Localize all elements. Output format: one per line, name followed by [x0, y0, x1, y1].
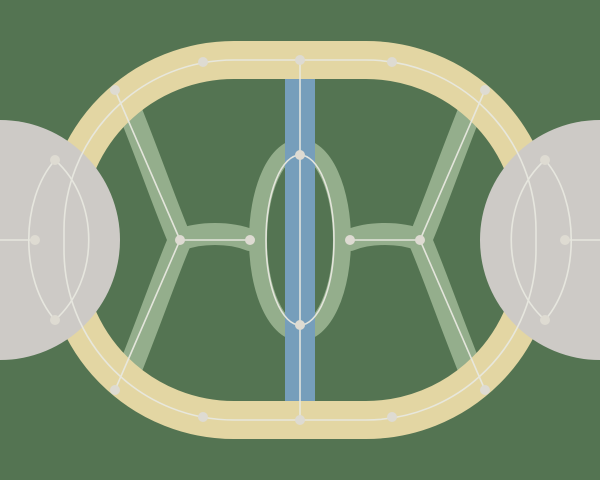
left-lower-path [114, 239, 181, 391]
node-right-junction[interactable] [415, 235, 425, 245]
node-left-bridge-end[interactable] [245, 235, 255, 245]
node-top-left[interactable] [110, 85, 120, 95]
node-bottom-left-mid[interactable] [198, 412, 208, 422]
node-right-hub-mid[interactable] [560, 235, 570, 245]
left-hub-inner-arc [54, 159, 90, 321]
node-left-hub-bottom[interactable] [50, 315, 60, 325]
node-left-hub-mid[interactable] [30, 235, 40, 245]
node-top-right-mid[interactable] [387, 57, 397, 67]
node-center-bottom[interactable] [295, 320, 305, 330]
node-left-hub-top[interactable] [50, 155, 60, 165]
node-top-center[interactable] [295, 55, 305, 65]
node-bottom-right[interactable] [480, 385, 490, 395]
node-bottom-left[interactable] [110, 385, 120, 395]
node-right-hub-bottom[interactable] [540, 315, 550, 325]
right-hub-inner-arc [510, 159, 546, 321]
node-top-left-mid[interactable] [198, 57, 208, 67]
left-hub [0, 120, 120, 360]
node-right-bridge-end[interactable] [345, 235, 355, 245]
right-connector-bridge [339, 223, 431, 251]
right-hub [480, 120, 600, 360]
right-upper-path [419, 89, 486, 241]
node-center-top[interactable] [295, 150, 305, 160]
left-upper-path [114, 89, 181, 241]
left-connector-bridge [169, 223, 261, 251]
node-right-hub-top[interactable] [540, 155, 550, 165]
node-bottom-right-mid[interactable] [387, 412, 397, 422]
node-bottom-center[interactable] [295, 415, 305, 425]
right-lower-path [419, 239, 486, 391]
node-left-junction[interactable] [175, 235, 185, 245]
path-nodes[interactable] [30, 55, 570, 425]
node-top-right[interactable] [480, 85, 490, 95]
